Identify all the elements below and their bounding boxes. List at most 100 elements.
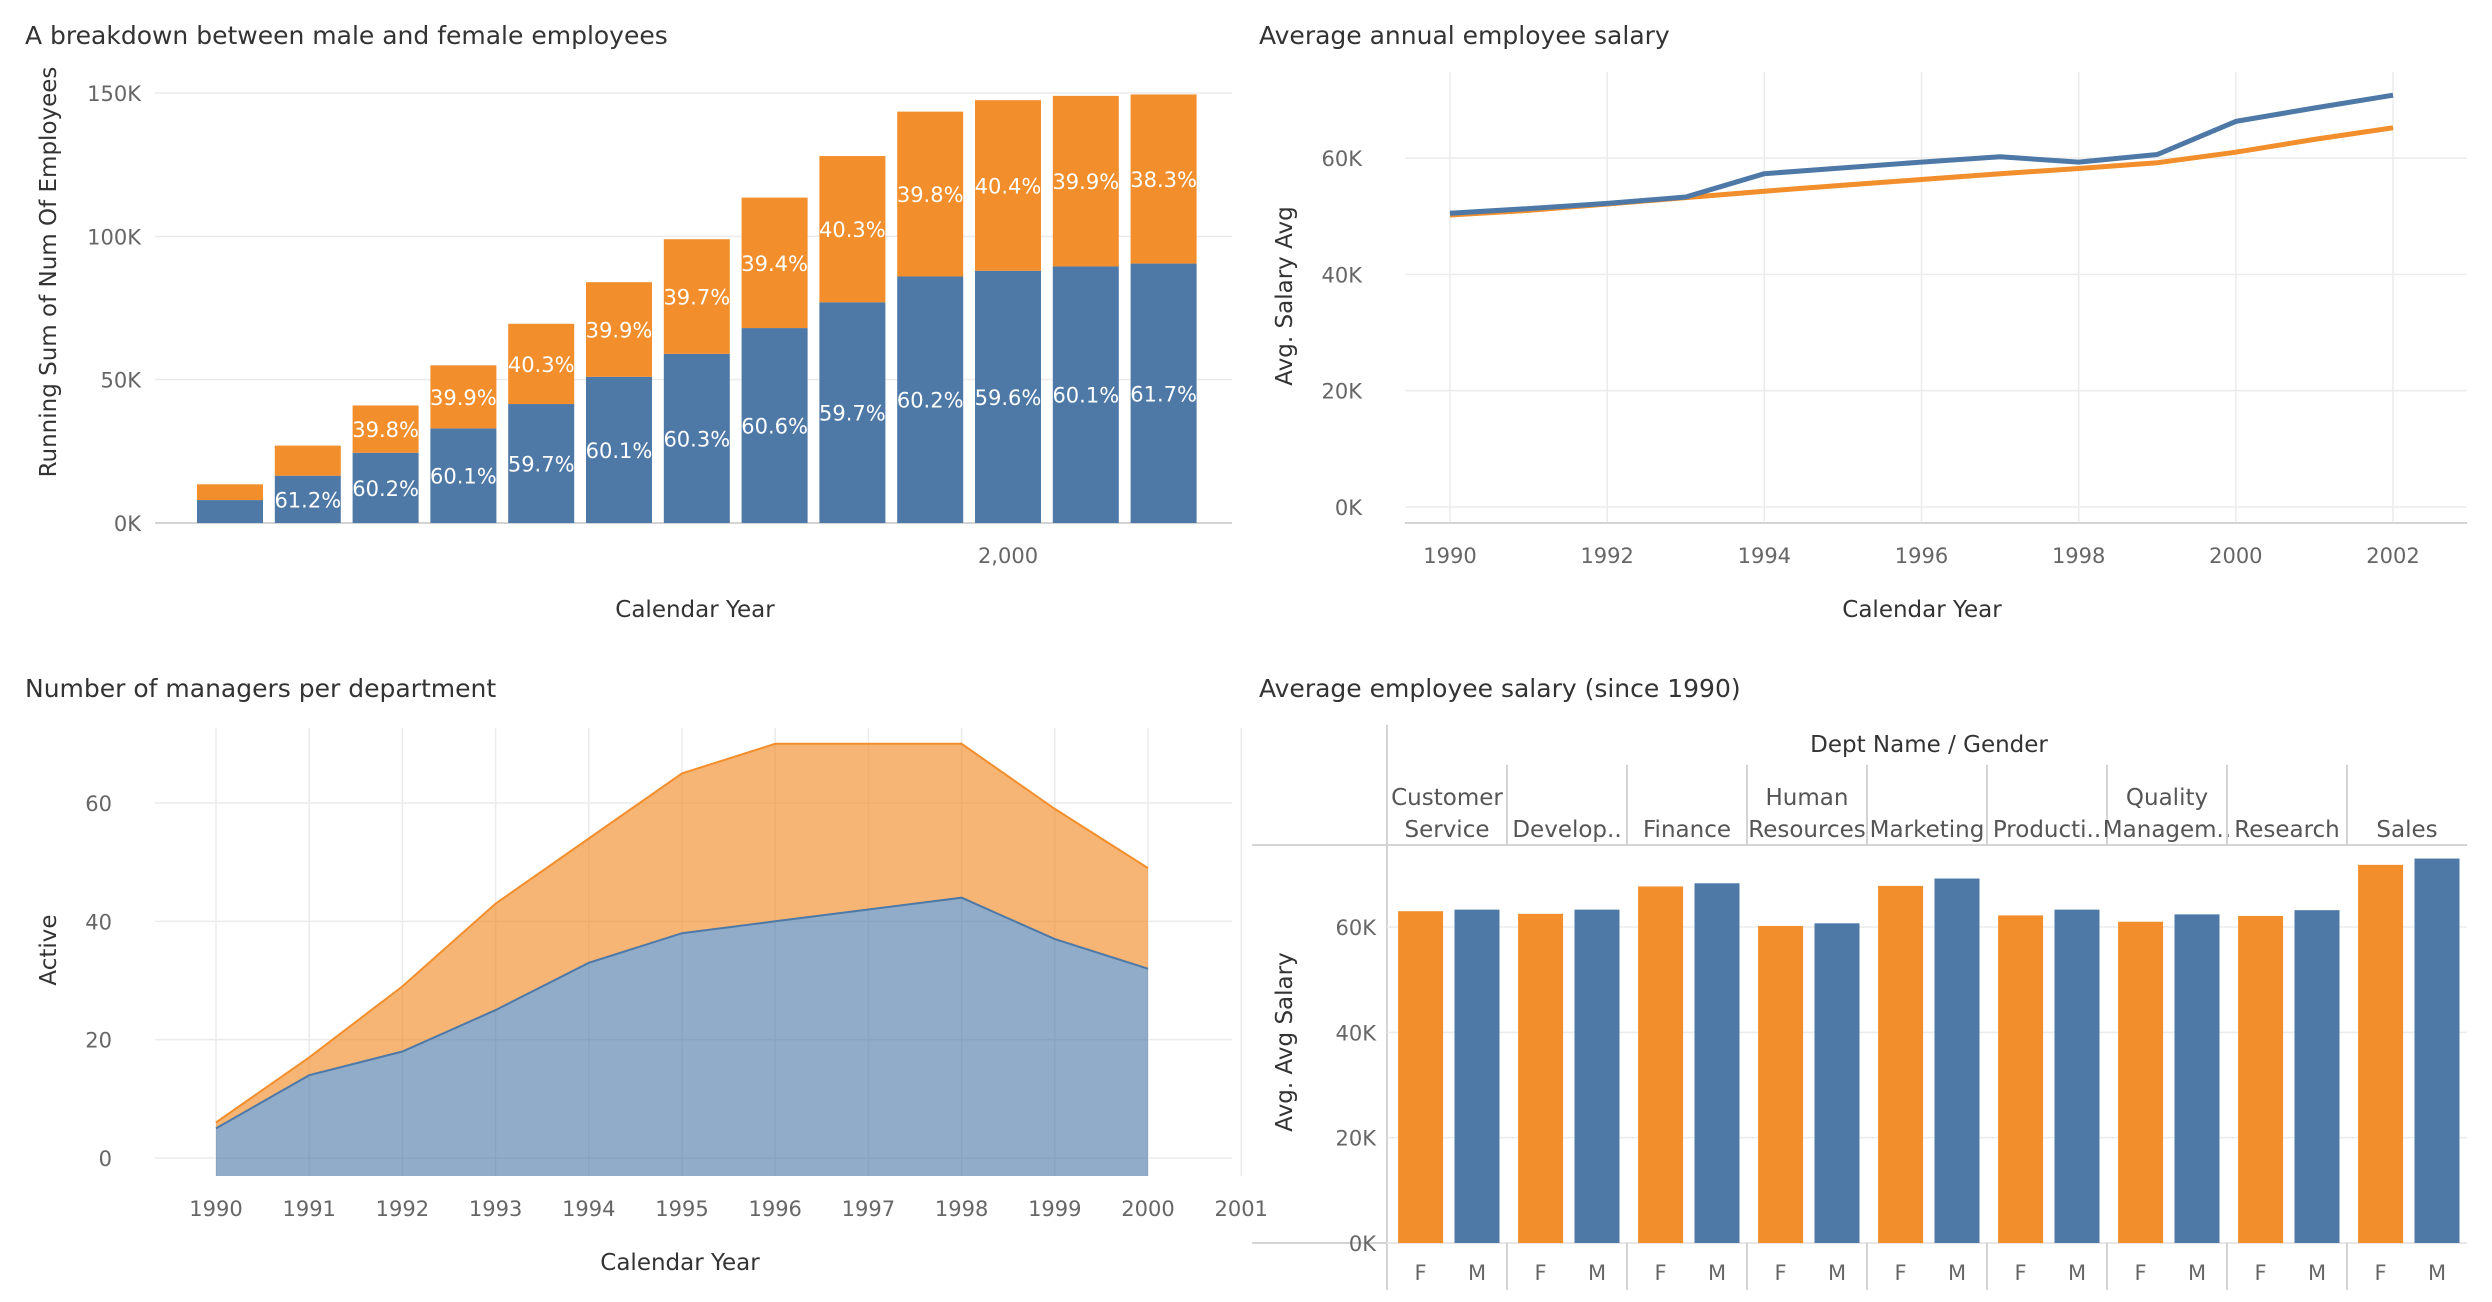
bar-data-label: 39.9% <box>430 386 497 410</box>
y-tick-label: 0K <box>1335 496 1363 520</box>
bar-female <box>2358 864 2404 1243</box>
dept-header-label: Producti.. <box>1993 817 2101 843</box>
x-tick-label: 1998 <box>935 1197 988 1221</box>
dept-header-label: Service <box>1404 817 1489 843</box>
bar-segment <box>741 328 808 523</box>
bar-segment <box>352 405 419 453</box>
x-tick-label: 1995 <box>655 1197 708 1221</box>
bar-data-label: 60.2% <box>352 477 419 501</box>
chart2-title: Average annual employee salary <box>1259 21 1670 50</box>
gender-tick-label: F <box>2375 1261 2387 1285</box>
y-tick-label: 20K <box>1322 380 1364 404</box>
bar-data-label: 60.1% <box>586 439 653 463</box>
bar-segment <box>975 100 1041 271</box>
gender-tick-label: F <box>1415 1261 1427 1285</box>
dept-header-label: Human <box>1766 785 1849 811</box>
y-tick-label: 0K <box>1349 1232 1377 1256</box>
gender-tick-label: F <box>2135 1261 2147 1285</box>
bar-female <box>1758 925 1804 1243</box>
bar-data-label: 59.7% <box>508 453 575 477</box>
y-tick-label: 60 <box>85 792 112 816</box>
y-tick-label: 40K <box>1336 1021 1378 1045</box>
bar-male <box>1574 909 1620 1243</box>
chart1-title: A breakdown between male and female empl… <box>25 21 668 50</box>
chart4-title: Average employee salary (since 1990) <box>1259 674 1741 703</box>
bar-data-label: 39.8% <box>352 418 419 442</box>
chart1-xlabel: Calendar Year <box>615 597 775 623</box>
x-tick-label: 1991 <box>282 1197 335 1221</box>
bar-male <box>2174 914 2220 1243</box>
dept-header-label: Managem.. <box>2103 817 2231 843</box>
bar-segment <box>1052 266 1119 523</box>
x-tick-label: 2000 <box>1121 1197 1174 1221</box>
bar-male <box>1814 923 1860 1243</box>
bar-segment <box>586 376 652 523</box>
x-tick-label: 2000 <box>2209 544 2262 568</box>
bar-data-label: 39.9% <box>1052 170 1119 194</box>
bar-segment <box>274 445 341 476</box>
y-tick-label: 50K <box>101 369 143 393</box>
gender-tick-label: M <box>2068 1261 2086 1285</box>
bar-segment <box>430 428 497 523</box>
bar-segment <box>975 270 1041 523</box>
area-series <box>216 743 1148 1129</box>
y-tick-label: 40K <box>1322 263 1364 287</box>
chart3-ylabel: Active <box>36 914 62 985</box>
x-tick-label: 1998 <box>2052 544 2105 568</box>
gender-tick-label: M <box>2308 1261 2326 1285</box>
chart1-ylabel: Running Sum of Num Of Employees <box>36 67 62 478</box>
chart2-plot: 0K 20K 40K 60K 1990 1992 1994 1996 1998 2000 2002 <box>1322 72 2467 568</box>
chart2-ylabel: Avg. Salary Avg <box>1272 206 1298 385</box>
chart4-plot: 0K 20K 40K 60K Customer Service F M Develop.. F M F… <box>1252 725 2467 1290</box>
gender-tick-label: F <box>2015 1261 2027 1285</box>
bar-data-label: 59.6% <box>975 386 1042 410</box>
chart2-xlabel: Calendar Year <box>1842 597 2002 623</box>
x-tick-label: 1994 <box>1738 544 1791 568</box>
chart3-title: Number of managers per department <box>25 674 496 703</box>
y-tick-label: 40 <box>85 910 112 934</box>
x-tick-label: 1996 <box>748 1197 801 1221</box>
x-tick-label: 2002 <box>2366 544 2419 568</box>
gender-tick-label: M <box>2188 1261 2206 1285</box>
gender-tick-label: M <box>1828 1261 1846 1285</box>
y-tick-label: 0 <box>99 1147 112 1171</box>
dept-header-label: Develop.. <box>1512 817 1621 843</box>
bar-segment <box>663 239 730 354</box>
bar-data-label: 39.9% <box>586 319 653 343</box>
x-tick-label: 2001 <box>1214 1197 1267 1221</box>
chart1-plot: 0K 50K 100K 150K 61.2% 60.2% 39.8% 60.1% 39.9% 59… <box>87 82 1232 568</box>
x-tick-label: 1997 <box>842 1197 895 1221</box>
bar-segment <box>897 111 964 277</box>
bar-female <box>1638 886 1684 1243</box>
x-tick-label: 1994 <box>562 1197 615 1221</box>
x-tick-label: 1996 <box>1895 544 1948 568</box>
bar-segment <box>663 353 730 523</box>
chart3-xlabel: Calendar Year <box>600 1250 760 1276</box>
bar-segment <box>197 500 263 523</box>
dept-header-label: Resources <box>1748 817 1865 843</box>
gender-tick-label: F <box>1775 1261 1787 1285</box>
dept-header-label: Finance <box>1643 817 1731 843</box>
bar-female <box>1518 913 1564 1243</box>
bar-male <box>1694 883 1740 1243</box>
gender-tick-label: M <box>1588 1261 1606 1285</box>
y-tick-label: 0K <box>114 512 142 536</box>
x-tick-label: 2,000 <box>978 544 1038 568</box>
series-line <box>1449 92 2394 216</box>
chart4-header: Dept Name / Gender <box>1810 732 2048 758</box>
dept-header-label: Quality <box>2126 785 2208 811</box>
bar-segment <box>741 197 808 329</box>
gender-tick-label: F <box>1535 1261 1547 1285</box>
bar-male <box>2054 909 2100 1243</box>
bar-female <box>2118 921 2164 1243</box>
area-edge <box>215 742 1149 1124</box>
bar-data-label: 60.6% <box>741 415 808 439</box>
x-tick-label: 1990 <box>189 1197 242 1221</box>
bar-segment <box>819 302 886 523</box>
bar-data-label: 59.7% <box>819 402 886 426</box>
gender-tick-label: M <box>1708 1261 1726 1285</box>
x-tick-label: 1993 <box>469 1197 522 1221</box>
bar-segment <box>197 484 263 501</box>
bar-data-label: 40.3% <box>819 218 886 242</box>
